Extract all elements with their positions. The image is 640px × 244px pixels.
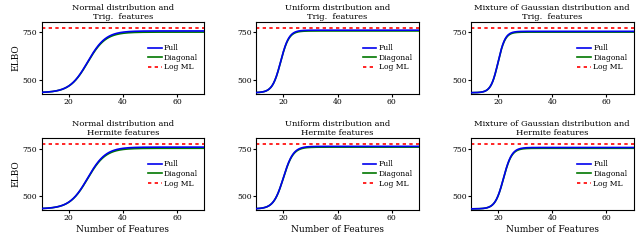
Legend: Full, Diagonal, Log ML: Full, Diagonal, Log ML [575,42,630,74]
Legend: Full, Diagonal, Log ML: Full, Diagonal, Log ML [360,42,415,74]
Y-axis label: ELBO: ELBO [11,44,20,71]
Legend: Full, Diagonal, Log ML: Full, Diagonal, Log ML [146,158,200,190]
Y-axis label: ELBO: ELBO [11,161,20,187]
X-axis label: Number of Features: Number of Features [76,225,170,234]
Title: Normal distribution and
Trig.  features: Normal distribution and Trig. features [72,4,174,21]
X-axis label: Number of Features: Number of Features [506,225,599,234]
Legend: Full, Diagonal, Log ML: Full, Diagonal, Log ML [146,42,200,74]
Legend: Full, Diagonal, Log ML: Full, Diagonal, Log ML [575,158,630,190]
Title: Mixture of Gaussian distribution and
Trig.  features: Mixture of Gaussian distribution and Tri… [474,4,630,21]
Title: Uniform distribution and
Trig.  features: Uniform distribution and Trig. features [285,4,390,21]
Legend: Full, Diagonal, Log ML: Full, Diagonal, Log ML [360,158,415,190]
Title: Mixture of Gaussian distribution and
Hermite features: Mixture of Gaussian distribution and Her… [474,120,630,137]
X-axis label: Number of Features: Number of Features [291,225,384,234]
Title: Normal distribution and
Hermite features: Normal distribution and Hermite features [72,120,174,137]
Title: Uniform distribution and
Hermite features: Uniform distribution and Hermite feature… [285,120,390,137]
